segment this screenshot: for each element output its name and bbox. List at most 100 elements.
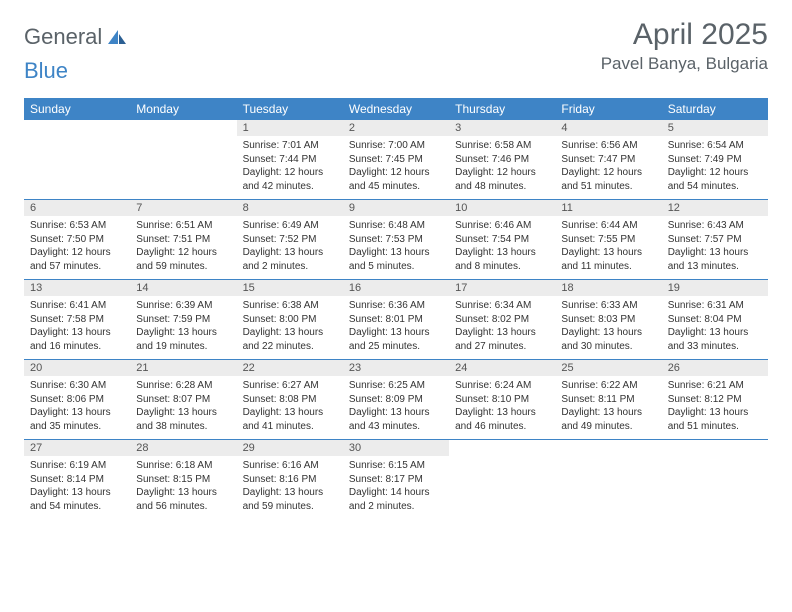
sail-icon (106, 28, 128, 46)
sunrise-text: Sunrise: 6:30 AM (30, 379, 124, 393)
calendar-cell: 10Sunrise: 6:46 AMSunset: 7:54 PMDayligh… (449, 200, 555, 280)
logo-text-a: General (24, 24, 102, 50)
calendar-cell: 28Sunrise: 6:18 AMSunset: 8:15 PMDayligh… (130, 440, 236, 520)
calendar-week: 6 Sunrise: 6:53 AMSunset: 7:50 PM Daylight… (24, 200, 768, 280)
day-number: 13 (24, 280, 130, 296)
sunrise-text: Sunrise: 6:15 AM (349, 459, 443, 473)
sunrise-text: Sunrise: 6:39 AM (136, 299, 230, 313)
sunrise-text: Sunrise: 6:36 AM (349, 299, 443, 313)
day-body: Sunrise: 6:19 AMSunset: 8:14 PMDaylight:… (24, 456, 130, 519)
calendar-cell: 12Sunrise: 6:43 AMSunset: 7:57 PMDayligh… (662, 200, 768, 280)
calendar-cell: 2Sunrise: 7:00 AMSunset: 7:45 PMDaylight… (343, 120, 449, 200)
sunset-text: Sunset: 7:49 PM (668, 153, 762, 167)
daylight-text: Daylight: 13 hours and 59 minutes. (243, 486, 337, 513)
day-number: 21 (130, 360, 236, 376)
day-body: Sunrise: 6:34 AMSunset: 8:02 PMDaylight:… (449, 296, 555, 359)
day-body: Sunrise: 6:39 AMSunset: 7:59 PMDaylight:… (130, 296, 236, 359)
sunrise-text: Sunrise: 6:31 AM (668, 299, 762, 313)
calendar-cell: 29Sunrise: 6:16 AMSunset: 8:16 PMDayligh… (237, 440, 343, 520)
sunset-text: Sunset: 8:01 PM (349, 313, 443, 327)
calendar-cell: 1Sunrise: 7:01 AMSunset: 7:44 PMDaylight… (237, 120, 343, 200)
calendar-body: .... 1Sunrise: 7:01 AMSunset: 7:44 PMDayl… (24, 120, 768, 519)
day-number: 24 (449, 360, 555, 376)
day-number: 23 (343, 360, 449, 376)
daylight-text: Daylight: 14 hours and 2 minutes. (349, 486, 443, 513)
calendar-cell: .. (555, 440, 661, 520)
calendar-table: SundayMondayTuesdayWednesdayThursdayFrid… (24, 98, 768, 519)
sunset-text: Sunset: 8:09 PM (349, 393, 443, 407)
sunrise-text: Sunrise: 6:54 AM (668, 139, 762, 153)
day-body: Sunrise: 7:01 AMSunset: 7:44 PMDaylight:… (237, 136, 343, 199)
day-number: 1 (237, 120, 343, 136)
sunset-text: Sunset: 8:06 PM (30, 393, 124, 407)
sunset-text: Sunset: 7:55 PM (561, 233, 655, 247)
calendar-cell: .. (24, 120, 130, 200)
day-number: 22 (237, 360, 343, 376)
day-number: 17 (449, 280, 555, 296)
calendar-cell: 8Sunrise: 6:49 AMSunset: 7:52 PMDaylight… (237, 200, 343, 280)
daylight-text: Daylight: 13 hours and 11 minutes. (561, 246, 655, 273)
daylight-text: Daylight: 13 hours and 5 minutes. (349, 246, 443, 273)
sunrise-text: Sunrise: 6:16 AM (243, 459, 337, 473)
day-number: 6 (24, 200, 130, 216)
day-number: 3 (449, 120, 555, 136)
sunrise-text: Sunrise: 6:41 AM (30, 299, 124, 313)
calendar-cell: 27Sunrise: 6:19 AMSunset: 8:14 PMDayligh… (24, 440, 130, 520)
sunrise-text: Sunrise: 7:00 AM (349, 139, 443, 153)
sunset-text: Sunset: 7:54 PM (455, 233, 549, 247)
weekday-header: Friday (555, 98, 661, 120)
daylight-text: Daylight: 13 hours and 13 minutes. (668, 246, 762, 273)
sunrise-text: Sunrise: 6:58 AM (455, 139, 549, 153)
day-number: 16 (343, 280, 449, 296)
sunrise-text: Sunrise: 6:34 AM (455, 299, 549, 313)
sunrise-text: Sunrise: 6:56 AM (561, 139, 655, 153)
day-number: 12 (662, 200, 768, 216)
day-number: 26 (662, 360, 768, 376)
sunset-text: Sunset: 7:53 PM (349, 233, 443, 247)
sunset-text: Sunset: 7:59 PM (136, 313, 230, 327)
calendar-cell: 13Sunrise: 6:41 AMSunset: 7:58 PMDayligh… (24, 280, 130, 360)
sunset-text: Sunset: 8:00 PM (243, 313, 337, 327)
calendar-cell: 17Sunrise: 6:34 AMSunset: 8:02 PMDayligh… (449, 280, 555, 360)
weekday-header: Tuesday (237, 98, 343, 120)
calendar-cell: 19Sunrise: 6:31 AMSunset: 8:04 PMDayligh… (662, 280, 768, 360)
sunrise-text: Sunrise: 6:53 AM (30, 219, 124, 233)
day-body: Sunrise: 6:18 AMSunset: 8:15 PMDaylight:… (130, 456, 236, 519)
sunset-text: Sunset: 7:45 PM (349, 153, 443, 167)
day-body: Sunrise: 6:49 AMSunset: 7:52 PMDaylight:… (237, 216, 343, 279)
sunset-text: Sunset: 7:51 PM (136, 233, 230, 247)
weekday-header: Monday (130, 98, 236, 120)
sunset-text: Sunset: 8:07 PM (136, 393, 230, 407)
sunset-text: Sunset: 8:11 PM (561, 393, 655, 407)
sunrise-text: Sunrise: 6:33 AM (561, 299, 655, 313)
sunset-text: Sunset: 8:12 PM (668, 393, 762, 407)
sunrise-text: Sunrise: 6:43 AM (668, 219, 762, 233)
weekday-header: Wednesday (343, 98, 449, 120)
sunrise-text: Sunrise: 6:25 AM (349, 379, 443, 393)
calendar-cell: 5Sunrise: 6:54 AMSunset: 7:49 PMDaylight… (662, 120, 768, 200)
sunset-text: Sunset: 7:46 PM (455, 153, 549, 167)
calendar-cell: 15Sunrise: 6:38 AMSunset: 8:00 PMDayligh… (237, 280, 343, 360)
daylight-text: Daylight: 13 hours and 27 minutes. (455, 326, 549, 353)
daylight-text: Daylight: 13 hours and 2 minutes. (243, 246, 337, 273)
sunrise-text: Sunrise: 6:27 AM (243, 379, 337, 393)
day-number: 20 (24, 360, 130, 376)
daylight-text: Daylight: 12 hours and 54 minutes. (668, 166, 762, 193)
daylight-text: Daylight: 12 hours and 45 minutes. (349, 166, 443, 193)
sunrise-text: Sunrise: 6:24 AM (455, 379, 549, 393)
day-body: Sunrise: 6:28 AMSunset: 8:07 PMDaylight:… (130, 376, 236, 439)
sunrise-text: Sunrise: 6:51 AM (136, 219, 230, 233)
calendar-cell: 20Sunrise: 6:30 AMSunset: 8:06 PMDayligh… (24, 360, 130, 440)
day-body: Sunrise: 6:15 AMSunset: 8:17 PMDaylight:… (343, 456, 449, 519)
daylight-text: Daylight: 13 hours and 8 minutes. (455, 246, 549, 273)
sunset-text: Sunset: 8:15 PM (136, 473, 230, 487)
daylight-text: Daylight: 13 hours and 46 minutes. (455, 406, 549, 433)
day-number: 28 (130, 440, 236, 456)
day-body: Sunrise: 6:54 AMSunset: 7:49 PMDaylight:… (662, 136, 768, 199)
sunrise-text: Sunrise: 6:44 AM (561, 219, 655, 233)
daylight-text: Daylight: 13 hours and 49 minutes. (561, 406, 655, 433)
daylight-text: Daylight: 13 hours and 43 minutes. (349, 406, 443, 433)
calendar-cell: 3Sunrise: 6:58 AMSunset: 7:46 PMDaylight… (449, 120, 555, 200)
sunset-text: Sunset: 7:50 PM (30, 233, 124, 247)
calendar-week: 13Sunrise: 6:41 AMSunset: 7:58 PMDayligh… (24, 280, 768, 360)
